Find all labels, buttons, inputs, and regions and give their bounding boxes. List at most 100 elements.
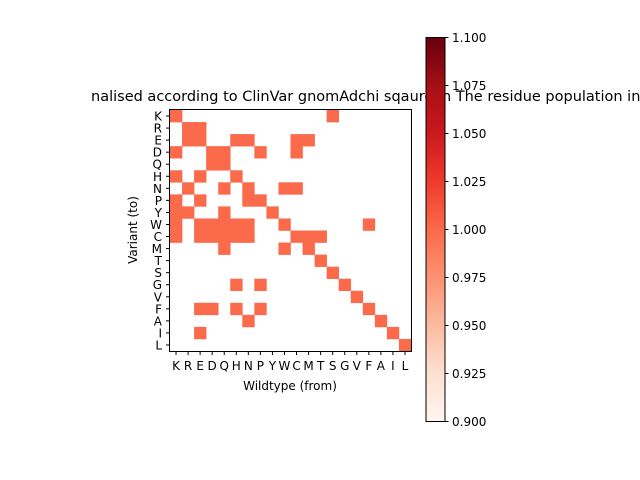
colorbar-tick-label: 1.075 [452, 79, 486, 93]
heatmap-cell [338, 278, 352, 292]
heatmap-cell [230, 218, 243, 231]
y-axis-label: Variant (to) [126, 196, 140, 264]
heatmap-cell [242, 230, 255, 243]
heatmap-cell [386, 326, 400, 340]
heatmap-cell [290, 146, 303, 159]
x-tick-label: M [303, 359, 313, 373]
x-tick-label: N [244, 359, 253, 373]
x-tick-label: K [172, 359, 181, 373]
heatmap-cell [170, 218, 183, 231]
heatmap-cell [194, 230, 207, 243]
x-tick-label: D [208, 359, 217, 373]
heatmap-cell [206, 146, 219, 159]
heatmap-cell [290, 230, 303, 243]
heatmap-cell [218, 158, 231, 171]
heatmap-cell [326, 110, 339, 123]
heatmap-cell [170, 206, 183, 219]
heatmap-cell [194, 134, 207, 147]
heatmap-cell [326, 266, 339, 279]
heatmap-cell [398, 338, 412, 352]
heatmap-cell [230, 230, 243, 243]
x-tick-label: C [292, 359, 300, 373]
x-tick-label: Q [219, 359, 228, 373]
heatmap-cell [206, 218, 219, 231]
x-axis-label: Wildtype (from) [243, 379, 337, 393]
heatmap-cell [206, 158, 219, 171]
heatmap-cell [170, 194, 183, 207]
y-tick-label: H [153, 170, 162, 184]
colorbar-tick-label: 1.025 [452, 175, 486, 189]
colorbar-tick-label: 0.950 [452, 319, 486, 333]
y-tick-label: F [155, 302, 162, 316]
heatmap-cell [362, 302, 376, 316]
heatmap-cell [254, 278, 267, 292]
x-tick-label: S [329, 359, 337, 373]
heatmap-cell [242, 194, 255, 207]
heatmap-cell [242, 314, 255, 328]
heatmap-cell [194, 194, 207, 207]
y-tick-label: V [154, 290, 163, 304]
y-tick-label: Q [153, 158, 162, 172]
heatmap-cell [254, 194, 267, 207]
heatmap-cell [182, 134, 195, 147]
heatmap-cell [362, 218, 376, 231]
heatmap-cells [170, 110, 412, 352]
heatmap-cell [170, 170, 183, 183]
y-tick-label: W [150, 218, 162, 232]
chart-title: nalised according to ClinVar gnomAdchi s… [91, 89, 640, 105]
y-tick-label: E [154, 134, 162, 148]
heatmap-cell [218, 218, 231, 231]
y-tick-label: Y [154, 206, 163, 220]
heatmap-cell [194, 170, 207, 183]
x-tick-label: P [257, 359, 264, 373]
colorbar-tick-label: 1.050 [452, 127, 486, 141]
x-tick-label: T [316, 359, 325, 373]
heatmap-cell [302, 242, 315, 255]
heatmap-cell [206, 230, 219, 243]
colorbar-tick-label: 0.975 [452, 271, 486, 285]
heatmap-cell [194, 122, 207, 135]
heatmap-cell [242, 134, 255, 147]
colorbar [425, 37, 446, 422]
heatmap-cell [182, 182, 195, 195]
x-tick-label: Y [268, 359, 277, 373]
colorbar-tick-label: 0.900 [452, 415, 486, 429]
heatmap-cell [302, 230, 315, 243]
heatmap-cell [230, 278, 243, 292]
heatmap-cell [194, 302, 207, 316]
x-tick-label: A [377, 359, 386, 373]
x-tick-label: V [353, 359, 362, 373]
colorbar-tick-label: 0.925 [452, 367, 486, 381]
y-tick-label: P [155, 194, 162, 208]
x-tick-label: I [391, 359, 395, 373]
heatmap-cell [230, 134, 243, 147]
heatmap-cell [314, 230, 327, 243]
heatmap-cell [302, 134, 315, 147]
heatmap-cell [254, 302, 267, 316]
x-tick-label: L [402, 359, 409, 373]
colorbar-ticks: 0.900 0.925 0.950 0.975 1.000 1.025 1.050 1.075… [445, 31, 486, 429]
heatmap-cell [242, 218, 255, 231]
x-tick-label: E [196, 359, 204, 373]
heatmap-cell [314, 254, 327, 267]
y-tick-label: A [154, 314, 163, 328]
y-tick-label: T [154, 254, 163, 268]
heatmap-cell [194, 326, 207, 340]
heatmap-cell [230, 302, 243, 316]
plot-frame [169, 109, 412, 352]
heatmap-cell [170, 146, 183, 159]
x-tick-label: W [279, 359, 291, 373]
heatmap-cell [206, 302, 219, 316]
y-tick-label: C [154, 230, 162, 244]
y-tick-label: I [158, 326, 162, 340]
heatmap-cell [278, 182, 291, 195]
heatmap-cell [218, 230, 231, 243]
y-tick-label: G [153, 278, 162, 292]
x-tick-label: H [232, 359, 241, 373]
y-tick-label: D [153, 146, 162, 160]
heatmap-cell [374, 314, 388, 328]
heatmap-cell [218, 242, 231, 255]
